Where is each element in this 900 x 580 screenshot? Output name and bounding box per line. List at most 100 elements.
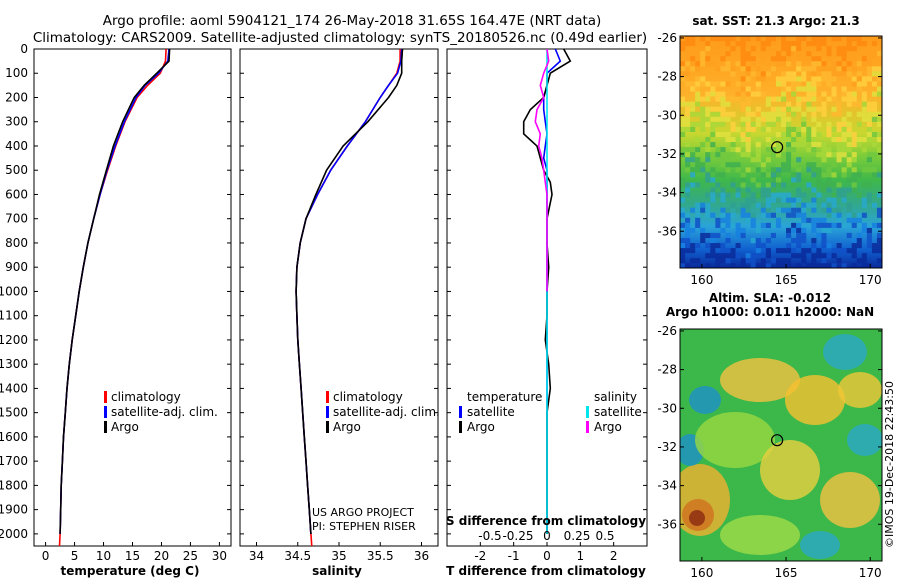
sla-heatmap [680, 329, 882, 561]
depth-tick-label: 1900 [0, 503, 28, 517]
pi-note: PI: STEPHEN RISER [312, 520, 416, 533]
series-argo [59, 49, 171, 534]
legend-label-satellite: satellite-adj. clim. [333, 405, 440, 419]
temperature-axis-label: temperature (deg C) [61, 564, 200, 578]
legend-swatch-argo [104, 421, 107, 433]
temperature-tick-label: 10 [96, 549, 111, 563]
depth-tick-label: 700 [5, 212, 28, 226]
depth-tick-label: 1800 [0, 478, 28, 492]
series-climatology [58, 49, 167, 546]
difference-profiles [522, 49, 572, 534]
sst-lon-label: 170 [859, 273, 882, 287]
temperature-tick-label: 20 [154, 549, 169, 563]
difference-tick-label: 2 [610, 549, 618, 563]
series-argo [295, 49, 404, 534]
salinity-profiles [295, 49, 404, 546]
temperature-tick-label: 15 [125, 549, 140, 563]
salinity-legend: climatology satellite-adj. clim. Argo [326, 390, 440, 434]
legend-swatch-s-satellite [586, 406, 589, 418]
title-line-1: Argo profile: aoml 5904121_174 26-May-20… [103, 13, 602, 29]
temperature-tick-label: 5 [71, 549, 79, 563]
s-difference-tick-label: 0.25 [564, 529, 591, 543]
sla-lat-label: -28 [657, 363, 677, 377]
float-position-marker [771, 141, 784, 154]
sla-lon-label: 170 [859, 566, 882, 580]
sla-lat-label: -36 [657, 517, 677, 531]
series-satellite-adj-clim- [295, 49, 403, 534]
salinity-axis-label: salinity [312, 564, 362, 578]
legend-title-salinity: salinity [594, 390, 637, 404]
title-line-2: Climatology: CARS2009. Satellite-adjuste… [33, 30, 647, 46]
legend-swatch-s-argo [586, 421, 589, 433]
sst-lat-label: -26 [657, 31, 677, 45]
salinity-tick-label: 36 [414, 549, 429, 563]
sla-title: Altim. SLA: -0.012 [709, 291, 831, 305]
depth-tick-label: 1400 [0, 381, 28, 395]
series-t-satellite [542, 49, 562, 534]
legend-swatch-argo [326, 421, 329, 433]
depth-tick-label: 500 [5, 163, 28, 177]
difference-legend-salinity: salinity satellite Argo [586, 390, 642, 434]
temperature-tick-label: 0 [42, 549, 50, 563]
legend-swatch-t-argo [459, 421, 462, 433]
temperature-tick-label: 25 [183, 549, 198, 563]
depth-tick-label: 1300 [0, 357, 28, 371]
temperature-plot-frame [33, 48, 232, 547]
sst-title: sat. SST: 21.3 Argo: 21.3 [692, 14, 859, 28]
legend-label-s-argo: Argo [594, 420, 622, 434]
sla-lon-label: 165 [775, 566, 798, 580]
sla-lat-label: -30 [657, 401, 677, 415]
sst-lat-label: -28 [657, 70, 677, 84]
difference-tick-label: 1 [577, 549, 585, 563]
depth-tick-label: 900 [5, 260, 28, 274]
depth-tick-label: 600 [5, 187, 28, 201]
difference-axis-label: T difference from climatology [446, 564, 646, 578]
imos-credit: ©IMOS 19-Dec-2018 22:43:50 [883, 381, 896, 548]
depth-axis: 0 100 200 300 400 500 600 700 800 900 1000 1100 1200… [0, 42, 647, 541]
sst-heatmap [680, 36, 882, 268]
sst-lat-label: -32 [657, 147, 677, 161]
depth-tick-label: 1100 [0, 309, 28, 323]
sst-lon-label: 160 [690, 273, 713, 287]
legend-swatch-climatology [104, 391, 107, 403]
depth-tick-label: 2000 [0, 527, 28, 541]
temperature-legend: climatology satellite-adj. clim. Argo [104, 390, 218, 434]
s-difference-ticks: -0.5 -0.25 0 0.25 0.5 [478, 529, 614, 543]
legend-label-t-satellite: satellite [467, 405, 515, 419]
sla-subtitle: Argo h1000: 0.011 h2000: NaN [666, 305, 874, 319]
legend-label-argo: Argo [333, 420, 361, 434]
depth-tick-label: 200 [5, 90, 28, 104]
sst-map-frame [679, 35, 883, 269]
s-difference-tick-label: -0.5 [478, 529, 501, 543]
salinity-plot-frame [239, 48, 439, 547]
sst-lon-label: 165 [775, 273, 798, 287]
difference-tick-label: 0 [543, 549, 551, 563]
series-climatology [295, 49, 401, 546]
sla-lat-label: -32 [657, 440, 677, 454]
depth-tick-label: 100 [5, 66, 28, 80]
temperature-tick-label: 30 [212, 549, 227, 563]
depth-tick-label: 1500 [0, 406, 28, 420]
difference-tick-label: -1 [508, 549, 520, 563]
depth-tick-label: 1600 [0, 430, 28, 444]
temperature-profiles [58, 49, 171, 546]
sla-axes: 160 165 170 -26 -28 -30 -32 -34 -36 [657, 324, 882, 580]
legend-label-t-argo: Argo [467, 420, 495, 434]
salinity-tick-label: 35.5 [367, 549, 394, 563]
sla-lat-label: -26 [657, 324, 677, 338]
legend-label-climatology: climatology [333, 390, 403, 404]
depth-tick-label: 1000 [0, 284, 28, 298]
s-difference-tick-label: 0 [543, 529, 551, 543]
depth-tick-label: 1200 [0, 333, 28, 347]
depth-tick-label: 400 [5, 139, 28, 153]
sla-lon-label: 160 [690, 566, 713, 580]
legend-label-s-satellite: satellite [594, 405, 642, 419]
float-position-marker [771, 434, 784, 447]
legend-swatch-climatology [326, 391, 329, 403]
depth-tick-label: 800 [5, 236, 28, 250]
legend-label-climatology: climatology [111, 390, 181, 404]
legend-label-argo: Argo [111, 420, 139, 434]
salinity-tick-label: 34.5 [284, 549, 311, 563]
legend-swatch-satellite [326, 406, 329, 418]
